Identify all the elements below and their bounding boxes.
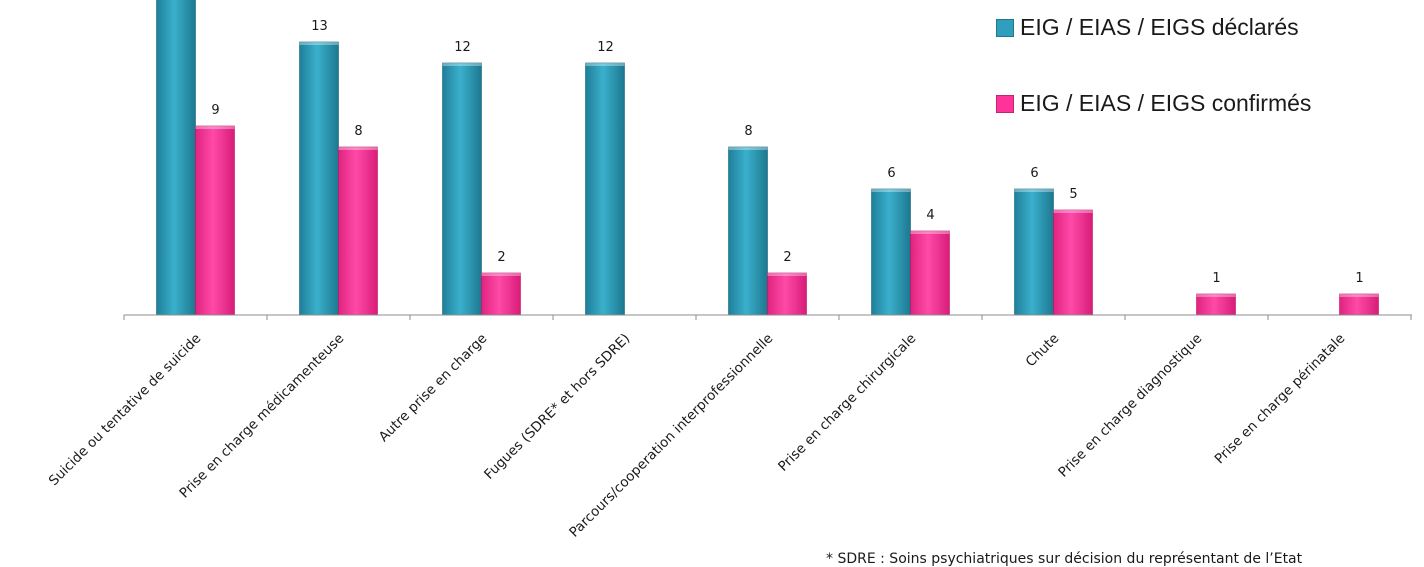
legend-label-confirmes: EIG / EIAS / EIGS confirmés (1020, 90, 1312, 116)
bar-confirmes (1053, 209, 1093, 316)
bar-highlight (442, 63, 482, 66)
data-label: 6 (887, 166, 895, 181)
category-label: Chute (1023, 331, 1063, 371)
data-label: 6 (1030, 166, 1038, 181)
bar-declares (728, 146, 768, 316)
bar-confirmes (767, 272, 807, 316)
category-label: Suicide ou tentative de suicide (46, 331, 205, 490)
data-label: 12 (454, 40, 471, 55)
data-label: 8 (744, 124, 752, 139)
category-label: Autre prise en charge (376, 331, 491, 446)
bar-highlight (871, 189, 911, 192)
bar-highlight (728, 147, 768, 150)
data-label: 4 (926, 208, 934, 223)
bar-highlight (195, 126, 235, 129)
footnote: * SDRE : Soins psychiatriques sur décisi… (826, 551, 1303, 567)
bar-confirmes (910, 230, 950, 316)
bar-highlight (481, 273, 521, 276)
bar-confirmes (338, 146, 378, 316)
bar-highlight (1014, 189, 1054, 192)
bar-declares (299, 41, 339, 316)
bar-highlight (1339, 294, 1379, 297)
bar-confirmes (481, 272, 521, 316)
legend-swatch-declares (996, 18, 1014, 37)
bar-highlight (338, 147, 378, 150)
legend-item-declares: EIG / EIAS / EIGS déclarés (996, 14, 1299, 41)
category-label: Prise en charge périnatale (1212, 331, 1349, 468)
data-label: 1 (1355, 271, 1363, 286)
data-label: 9 (211, 103, 219, 118)
data-label: 1 (1212, 271, 1220, 286)
bar-highlight (767, 273, 807, 276)
category-label: Fugues (SDRE* et hors SDRE) (481, 331, 633, 483)
bar-confirmes (1339, 293, 1379, 316)
bar-declares (1014, 188, 1054, 316)
data-label: 2 (783, 250, 791, 265)
bar-highlight (299, 42, 339, 45)
bar-declares (442, 62, 482, 316)
data-label: 5 (1069, 187, 1077, 202)
bar-highlight (1196, 294, 1236, 297)
legend-label-declares: EIG / EIAS / EIGS déclarés (1020, 14, 1299, 40)
data-label: 2 (497, 250, 505, 265)
bar-highlight (1053, 210, 1093, 213)
bar-highlight (585, 63, 625, 66)
legend-item-confirmes: EIG / EIAS / EIGS confirmés (996, 90, 1311, 117)
data-label: 13 (311, 19, 328, 34)
bar-confirmes (1196, 293, 1236, 316)
legend-swatch-confirmes (996, 94, 1014, 113)
data-label: 8 (354, 124, 362, 139)
category-label: Prise en charge diagnostique (1055, 331, 1205, 481)
bar-declares (156, 0, 196, 316)
category-label: Prise en charge chirurgicale (775, 331, 919, 475)
bar-highlight (910, 231, 950, 234)
bar-declares (871, 188, 911, 316)
category-label: Prise en charge médicamenteuse (176, 331, 347, 502)
data-label: 12 (597, 40, 614, 55)
bar-declares (585, 62, 625, 316)
bar-confirmes (195, 125, 235, 316)
